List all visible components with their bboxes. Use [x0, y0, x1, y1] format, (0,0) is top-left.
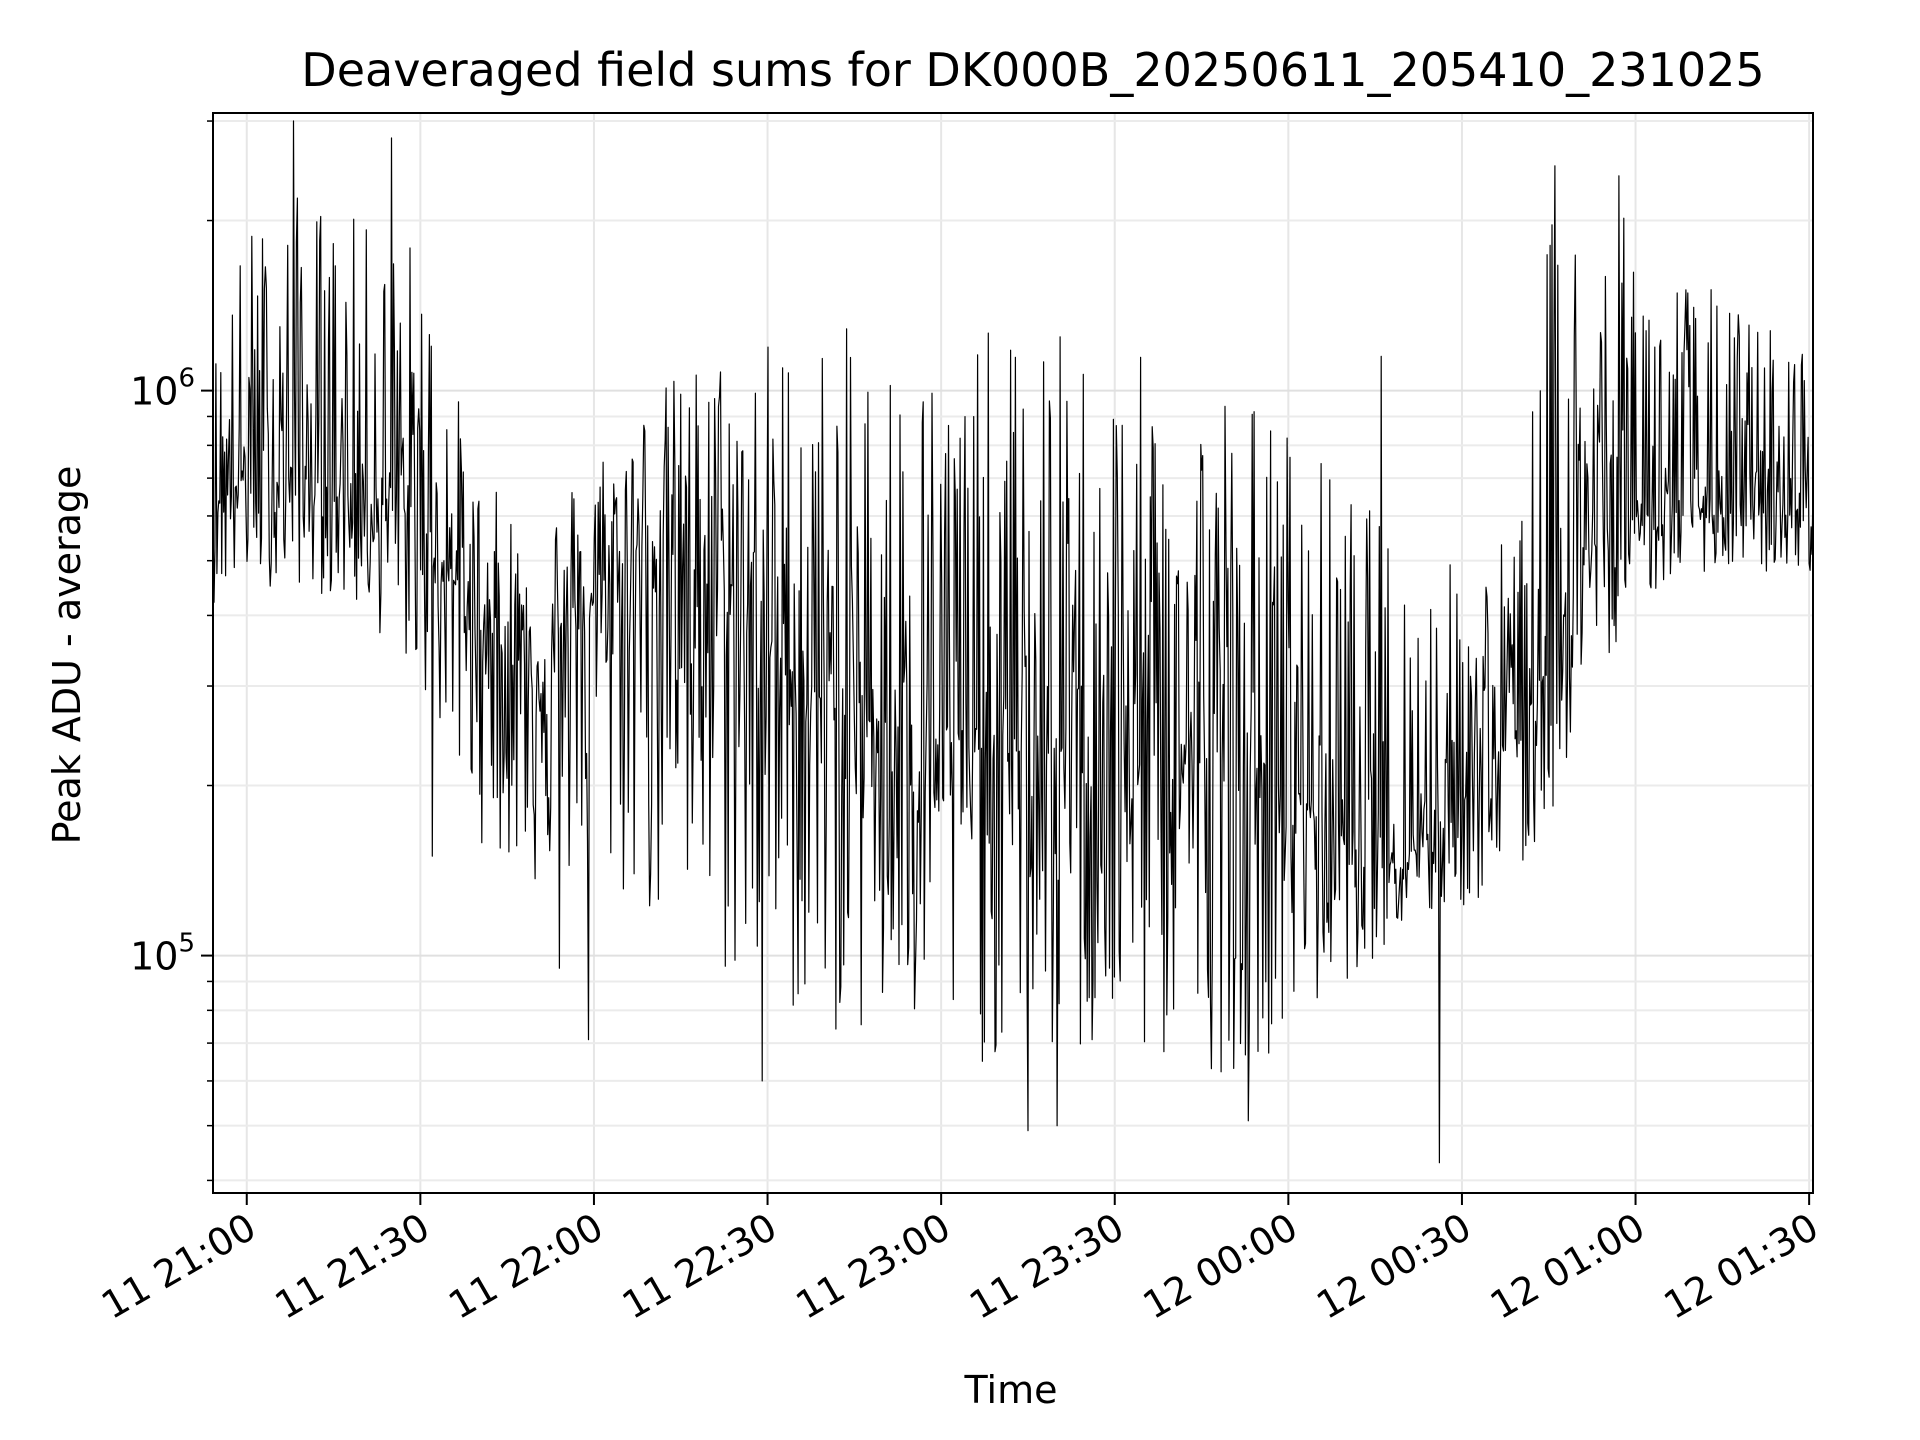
x-axis-label: Time	[964, 1368, 1058, 1412]
series-line	[212, 120, 1814, 1164]
y-tick-base: 10	[130, 935, 178, 979]
chart-title: Deaveraged field sums for DK000B_2025061…	[301, 43, 1764, 97]
y-axis-label: Peak ADU - average	[45, 466, 89, 845]
y-tick-exponent: 5	[178, 929, 195, 959]
y-tick-exponent: 6	[178, 364, 195, 394]
series-layer	[212, 120, 1814, 1164]
y-tick-base: 10	[130, 370, 178, 414]
y-tick-label: 106	[130, 364, 195, 414]
plot-frame	[212, 112, 1814, 1194]
y-tick-label: 105	[130, 929, 195, 979]
